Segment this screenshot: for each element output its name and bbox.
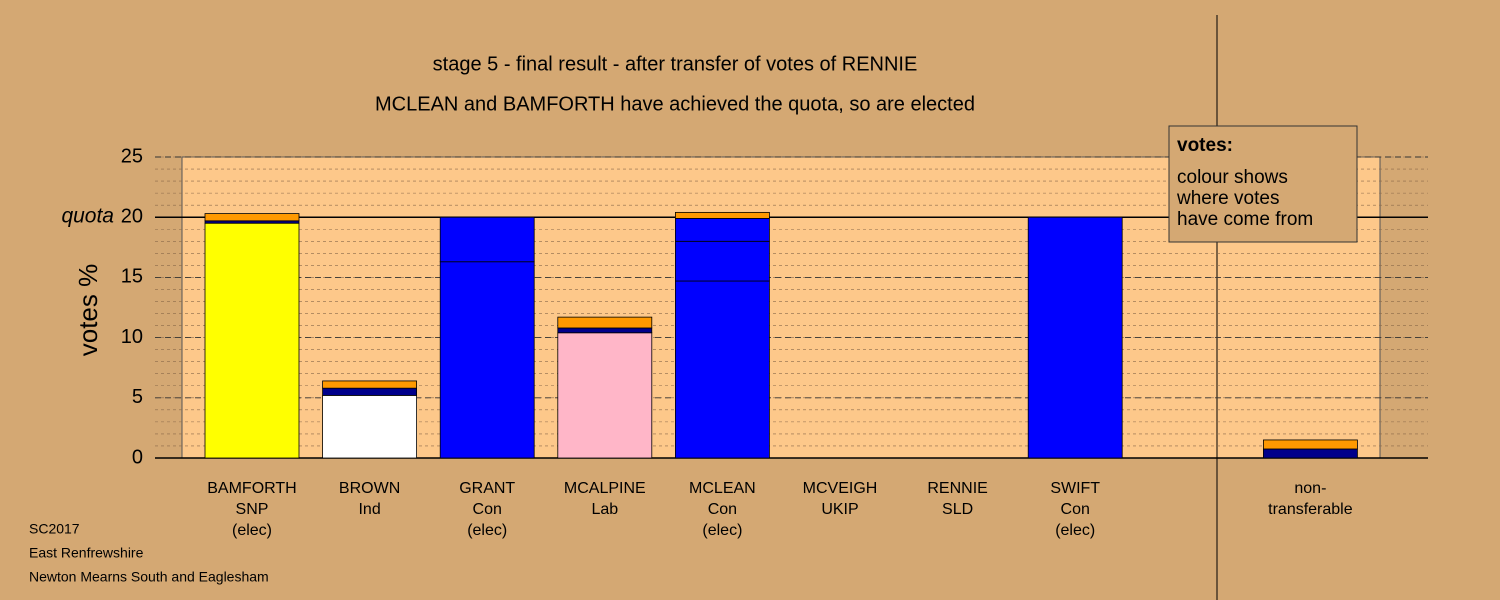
bar-segment <box>322 394 418 459</box>
x-tick-label: MCVEIGH <box>803 480 878 497</box>
x-tick-label: GRANT <box>459 480 515 497</box>
bar-segment <box>557 316 653 329</box>
x-tick-label: RENNIE <box>927 480 987 497</box>
y-tick-label: 5 <box>132 386 143 408</box>
bar-segment <box>439 216 535 263</box>
x-tick-label: SNP <box>236 501 269 518</box>
x-tick-label: SLD <box>942 501 973 518</box>
bar-segment <box>557 327 653 334</box>
bar-segment <box>204 213 300 222</box>
bar-segment <box>675 280 770 459</box>
legend-text: colour shows <box>1177 167 1288 188</box>
x-tick-label: Con <box>473 501 502 518</box>
footer-text: East Renfrewshire <box>29 545 144 561</box>
bar-segment <box>322 380 418 389</box>
bar-segment <box>557 332 653 459</box>
x-tick-label: BAMFORTH <box>207 480 296 497</box>
bar-segment <box>675 218 770 242</box>
legend-text: where votes <box>1176 188 1279 209</box>
x-tick-label: SWIFT <box>1050 480 1100 497</box>
x-tick-label: MCLEAN <box>689 480 756 497</box>
legend-text: have come from <box>1177 209 1313 230</box>
chart-title: stage 5 - final result - after transfer … <box>433 53 918 75</box>
x-tick-label: Con <box>1061 501 1090 518</box>
x-tick-label: Ind <box>358 501 380 518</box>
bar-segment <box>439 261 535 459</box>
x-tick-label: Lab <box>591 501 618 518</box>
x-tick-label: Con <box>708 501 737 518</box>
x-tick-label: (elec) <box>702 522 742 539</box>
footer-text: Newton Mearns South and Eaglesham <box>29 569 269 585</box>
bar-segment <box>1263 448 1358 459</box>
bar-segment <box>1027 216 1123 459</box>
x-tick-label: (elec) <box>467 522 507 539</box>
y-axis-label: votes % <box>73 264 103 357</box>
x-tick-label: (elec) <box>232 522 272 539</box>
x-tick-label: UKIP <box>821 501 858 518</box>
bar-segment <box>675 240 770 282</box>
x-tick-label: (elec) <box>1055 522 1095 539</box>
quota-label: quota <box>61 205 114 228</box>
y-tick-label: 20 <box>121 205 143 227</box>
bar-segment <box>1263 439 1358 450</box>
legend-box <box>1168 125 1358 243</box>
bar-segment <box>322 387 418 396</box>
x-tick-label: non- <box>1294 480 1326 497</box>
y-tick-label: 10 <box>121 326 143 348</box>
y-tick-label: 25 <box>121 145 143 167</box>
footer-text: SC2017 <box>29 521 80 537</box>
legend-title: votes: <box>1177 135 1233 156</box>
chart-subtitle: MCLEAN and BAMFORTH have achieved the qu… <box>375 93 975 115</box>
x-tick-label: MCALPINE <box>564 480 646 497</box>
y-tick-label: 0 <box>132 446 143 468</box>
x-tick-label: BROWN <box>339 480 400 497</box>
y-tick-label: 15 <box>121 266 143 288</box>
x-tick-label: transferable <box>1268 501 1353 518</box>
bar-segment <box>675 211 770 219</box>
bar-segment <box>204 222 300 459</box>
